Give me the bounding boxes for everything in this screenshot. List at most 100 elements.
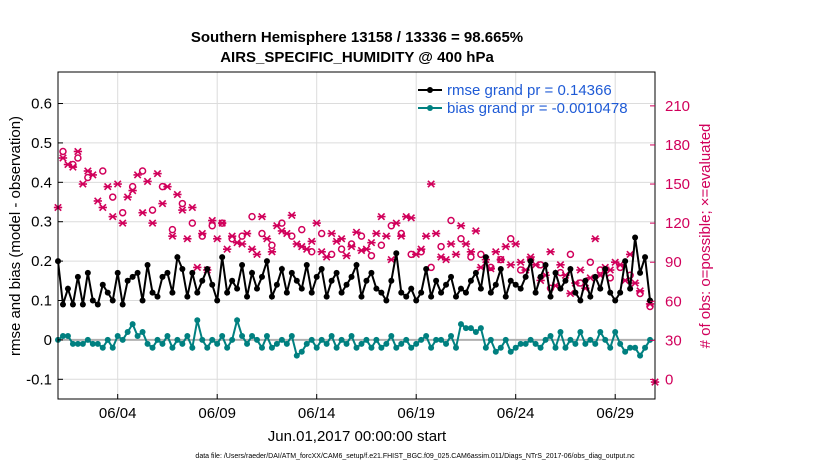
evaluated-marker [138, 208, 147, 217]
bias-point [244, 340, 251, 347]
evaluated-marker [556, 261, 565, 269]
y-right-tick-label: 30 [665, 332, 682, 349]
bias-point [547, 332, 554, 339]
bias-point [453, 344, 459, 351]
legend-bias-marker [427, 105, 433, 111]
rmse-point [507, 277, 514, 284]
possible-marker [74, 154, 82, 162]
x-tick-label: 06/29 [596, 405, 634, 422]
possible-marker [437, 242, 445, 251]
evaluated-marker [153, 169, 162, 178]
evaluated-marker [287, 211, 296, 220]
rmse-point [219, 254, 226, 261]
rmse-point [119, 301, 126, 308]
bias-point [433, 336, 440, 343]
bias-point [189, 344, 196, 351]
bias-point [234, 317, 241, 324]
bias-point [567, 336, 574, 343]
rmse-point [413, 297, 420, 304]
evaluated-marker [148, 219, 157, 227]
bias-point [109, 344, 116, 351]
bias-point [214, 340, 221, 347]
bias-point [219, 332, 226, 339]
possible-marker [317, 229, 326, 238]
rmse-point [293, 277, 300, 284]
evaluated-marker [237, 240, 247, 248]
bias-point [477, 325, 484, 332]
evaluated-marker [352, 228, 361, 237]
evaluated-marker [188, 203, 197, 212]
y-right-tick-label: 210 [665, 98, 690, 115]
x-tick-label: 06/14 [298, 405, 336, 422]
rmse-point [497, 265, 504, 272]
evaluated-marker [461, 240, 471, 248]
bias-point [457, 321, 464, 328]
rmse-point [239, 262, 246, 269]
bias-point [74, 340, 81, 347]
bias-point [642, 344, 649, 351]
bias-point [438, 336, 445, 343]
rmse-point [174, 254, 181, 261]
possible-marker [586, 258, 595, 266]
evaluated-marker [163, 182, 172, 191]
evaluated-marker [506, 261, 515, 269]
possible-marker [467, 253, 475, 261]
rmse-point [164, 269, 171, 276]
rmse-point [64, 285, 71, 292]
y-axis-right: 0 30 60 90 120 150 180 210 [650, 98, 690, 388]
possible-marker [59, 147, 67, 156]
rmse-point [323, 293, 330, 300]
evaluated-marker [307, 237, 316, 246]
bias-point [542, 336, 549, 343]
bias-point [224, 344, 231, 351]
evaluated-marker [382, 232, 391, 240]
rmse-point [418, 289, 425, 296]
bias-point [249, 332, 256, 339]
rmse-point [378, 289, 385, 296]
evaluated-marker [421, 232, 431, 240]
evaluated-marker [466, 248, 476, 256]
bias-point [293, 352, 300, 359]
bias-point [239, 332, 246, 339]
rmse-point [557, 285, 564, 292]
plot-frame [57, 71, 656, 400]
bias-point [562, 344, 569, 351]
evaluated-marker [516, 258, 525, 266]
possible-marker [506, 235, 515, 243]
evaluated-marker [168, 232, 177, 240]
bias-point [144, 340, 151, 347]
bias-point [79, 340, 86, 347]
evaluated-marker [327, 229, 336, 238]
evaluated-marker [118, 219, 127, 227]
bias-point [413, 340, 420, 347]
bias-line [57, 316, 651, 358]
possible-marker [148, 206, 157, 214]
possible-marker [138, 167, 147, 175]
evaluated-marker [531, 261, 540, 269]
bias-point [273, 340, 280, 347]
evaluated-marker [367, 238, 376, 247]
evaluated-marker [312, 219, 321, 227]
x-tick-label: 06/09 [198, 405, 236, 422]
bias-point [602, 336, 609, 343]
rmse-point [428, 293, 435, 300]
rmse-point [632, 234, 639, 241]
rmse-point [607, 289, 614, 296]
rmse-point [134, 269, 141, 276]
possible-marker [298, 225, 306, 234]
rmse-point [74, 273, 81, 280]
bias-point [333, 344, 340, 351]
evaluated-marker [218, 219, 227, 227]
bias-point [99, 344, 106, 351]
bias-point [154, 336, 161, 343]
rmse-point [283, 289, 290, 296]
legend-bias-label: bias grand pr = -0.0010478 [447, 100, 628, 117]
rmse-point [318, 265, 325, 272]
y-tick-label: 0.6 [31, 96, 52, 113]
possible-marker [188, 219, 197, 227]
possible-marker [168, 225, 177, 234]
evaluated-marker [362, 245, 371, 253]
chart-title: Southern Hemisphere 13158 / 13336 = 98.6… [191, 29, 523, 46]
bias-point [89, 340, 96, 347]
rmse-point [154, 293, 161, 300]
